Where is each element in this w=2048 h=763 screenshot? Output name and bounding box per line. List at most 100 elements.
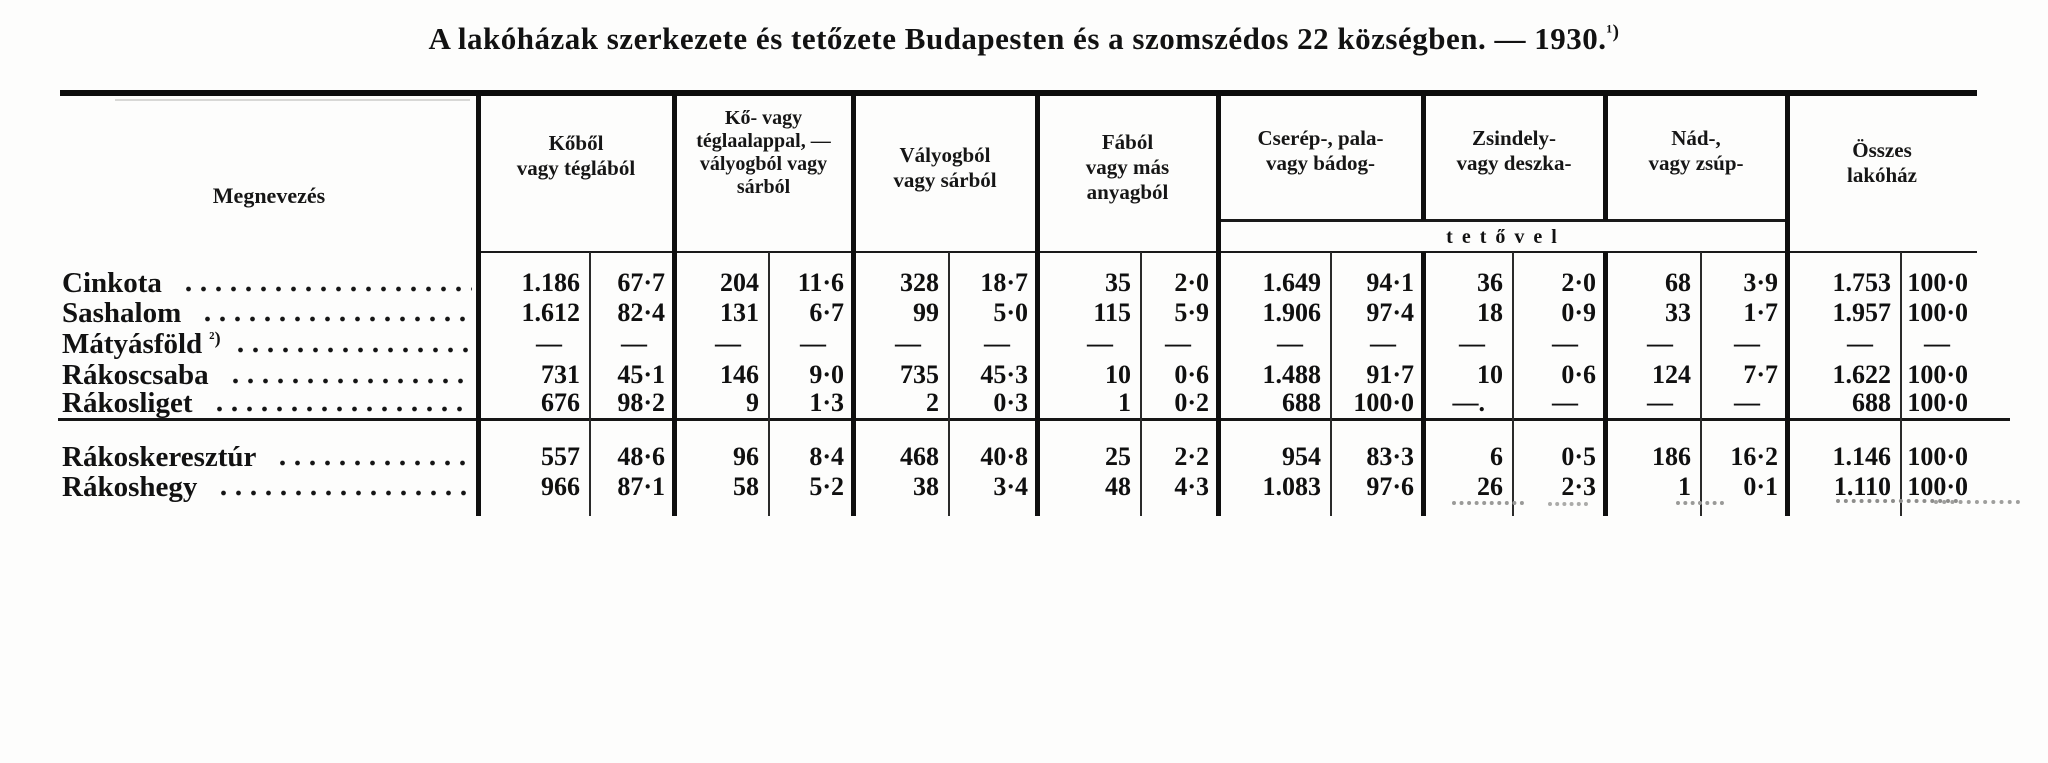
settlement-name: Rákoscsaba <box>62 359 209 391</box>
table-cell: 328 <box>900 268 939 297</box>
table-cell: 735 <box>900 360 939 389</box>
table-row-rakoscsaba: Rákoscsaba 731 45·1 146 9·0 735 45·3 10 … <box>60 360 1977 390</box>
column-header-fabol-vagy-mas-anyagbol: Fából vagy más anyagból <box>1085 130 1170 204</box>
table-cell: 100·0 <box>1907 298 1968 327</box>
table-cell: 58 <box>733 472 759 501</box>
dot-leader <box>200 316 472 322</box>
subcolumn-rule <box>768 252 770 516</box>
table-cell: 96 <box>733 442 759 471</box>
table-cell: 966 <box>541 472 580 501</box>
column-rule <box>1035 96 1040 516</box>
table-cell: 5·0 <box>993 298 1028 327</box>
table-cell: 0·1 <box>1743 472 1778 501</box>
row-label: Rákosliget <box>62 388 476 418</box>
table-cell: 186 <box>1652 442 1691 471</box>
column-rule <box>1216 96 1221 516</box>
table-cell: 48 <box>1105 472 1131 501</box>
table-row-rakoshegy: Rákoshegy 966 87·1 58 5·2 38 3·4 48 4·3 … <box>60 472 1977 502</box>
table-cell: 9·0 <box>809 360 844 389</box>
table-cell: — <box>1734 388 1760 417</box>
table-top-border <box>60 90 1977 96</box>
table-cell: 1.906 <box>1262 298 1322 327</box>
table-cell: 1·3 <box>809 388 844 417</box>
table-cell: 35 <box>1105 268 1131 297</box>
scan-artifact <box>115 99 470 101</box>
table-cell: 3·9 <box>1743 268 1778 297</box>
table-cell: 131 <box>720 298 759 327</box>
table-cell: — <box>1647 388 1673 417</box>
table-cell: 1.957 <box>1832 298 1892 327</box>
table-cell: 25 <box>1105 442 1131 471</box>
scan-artifact <box>1934 500 2020 504</box>
table-cell: 100·0 <box>1907 388 1968 417</box>
table-cell: 87·1 <box>617 472 665 501</box>
table-cell: — <box>1165 329 1191 358</box>
subcolumn-rule <box>1700 252 1702 516</box>
table-cell: 67·7 <box>617 268 665 297</box>
column-rule <box>1603 96 1608 220</box>
row-group-separator-rule <box>58 418 2010 421</box>
table-cell: 100·0 <box>1907 442 1968 471</box>
column-rule <box>1421 252 1426 516</box>
table-cell: 688 <box>1852 388 1891 417</box>
table-cell: 1 <box>1118 388 1131 417</box>
table-cell: 1 <box>1678 472 1691 501</box>
settlement-name: Cinkota <box>62 267 162 299</box>
column-header-osszes-lakohaz: Összes lakóház <box>1846 138 1917 187</box>
table-cell: 0·2 <box>1174 388 1209 417</box>
table-cell: 38 <box>913 472 939 501</box>
table-cell: 731 <box>541 360 580 389</box>
scan-artifact <box>1548 502 1588 506</box>
table-cell: 83·3 <box>1366 442 1414 471</box>
roof-subheader-tetovel: t e t ő v e l <box>1446 226 1559 248</box>
table-cell: 124 <box>1652 360 1691 389</box>
table-cell: 0·3 <box>993 388 1028 417</box>
table-cell: 100·0 <box>1907 472 1968 501</box>
table-cell: 91·7 <box>1366 360 1414 389</box>
table-cell: — <box>1087 329 1113 358</box>
table-cell: 688 <box>1282 388 1321 417</box>
table-cell: 1·7 <box>1743 298 1778 327</box>
table-cell: — <box>1277 329 1303 358</box>
table-cell: — <box>800 329 826 358</box>
dot-leader <box>227 378 472 384</box>
table-cell: 0·6 <box>1561 360 1596 389</box>
table-cell: — <box>1647 329 1673 358</box>
subcolumn-rule <box>1140 252 1142 516</box>
dot-leader <box>216 490 472 496</box>
table-cell: 36 <box>1477 268 1503 297</box>
table-cell: 98·2 <box>617 388 665 417</box>
table-cell: 6·7 <box>809 298 844 327</box>
column-header-ko-vagy-teglaalappal: Kő- vagy téglaalappal, — vályogból vagy … <box>696 107 831 198</box>
page-title-text: A lakóházak szerkezete és tetőzete Budap… <box>428 21 1607 56</box>
table-cell: 468 <box>900 442 939 471</box>
table-cell: 100·0 <box>1907 360 1968 389</box>
table-cell: 115 <box>1093 298 1131 327</box>
table-cell: — <box>895 329 921 358</box>
table-cell: — <box>1552 388 1578 417</box>
column-header-zsindely-vagy-deszka: Zsindely- vagy deszka- <box>1456 126 1572 175</box>
table-cell: 10 <box>1477 360 1503 389</box>
scan-artifact <box>1452 501 1524 505</box>
row-label: Mátyásföld ²) <box>62 328 476 359</box>
table-cell: 100·0 <box>1353 388 1414 417</box>
column-header-cserep-pala-vagy-badog: Cserép-, pala- vagy bádog- <box>1257 126 1384 175</box>
dot-leader <box>232 347 472 353</box>
subcolumn-rule <box>1512 252 1514 516</box>
table-cell: 45·3 <box>980 360 1028 389</box>
table-cell: 2·0 <box>1174 268 1209 297</box>
table-cell: 146 <box>720 360 759 389</box>
table-cell: 1.110 <box>1833 472 1891 501</box>
table-cell: — <box>1370 329 1396 358</box>
table-cell: 82·4 <box>617 298 665 327</box>
table-cell: 1.186 <box>521 268 581 297</box>
subcolumn-rule <box>1330 252 1332 516</box>
table-cell: — <box>715 329 741 358</box>
table-cell: 45·1 <box>617 360 665 389</box>
table-cell: 1.488 <box>1262 360 1322 389</box>
scan-artifact <box>1676 501 1724 505</box>
row-label: Cinkota <box>62 268 476 298</box>
row-footnote-mark: ²) <box>209 328 221 348</box>
table-cell: 0·9 <box>1561 298 1596 327</box>
